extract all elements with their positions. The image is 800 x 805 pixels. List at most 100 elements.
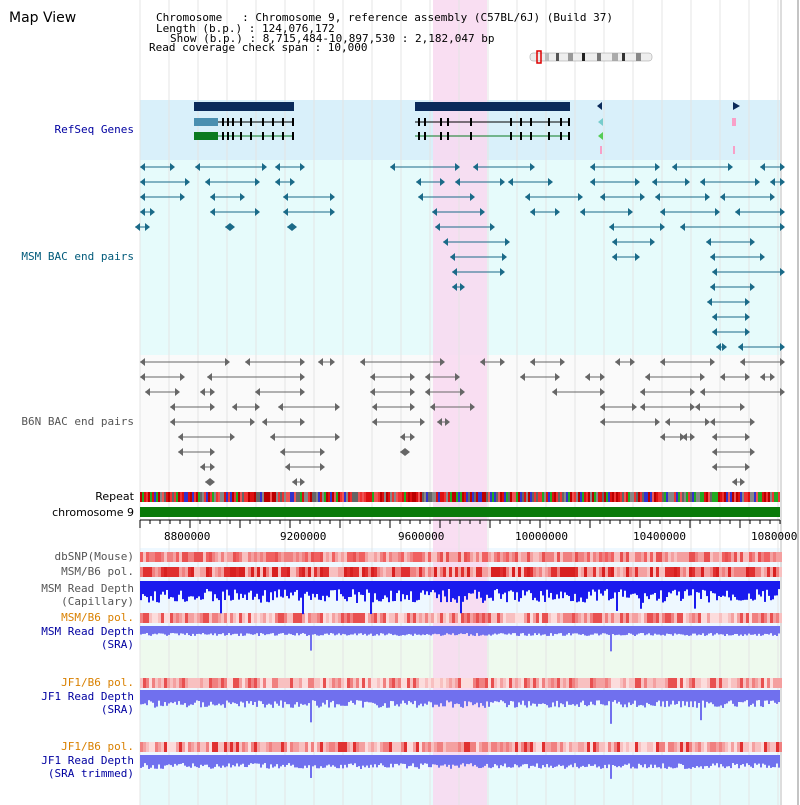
jf1-sra-depth-bar bbox=[520, 690, 522, 705]
msm-sra-depth-bar bbox=[742, 626, 744, 636]
msm-capillary-depth-bar bbox=[740, 581, 742, 601]
msm-sra-depth-bar bbox=[478, 626, 480, 636]
jf1-sra-depth-bar bbox=[516, 690, 518, 708]
msm-sra-depth-bar bbox=[168, 626, 170, 635]
jf1-trimmed-depth-bar bbox=[470, 755, 472, 764]
msm-bac-pair-end bbox=[490, 223, 495, 231]
msm-capillary-depth-bar bbox=[368, 581, 370, 593]
jf1-sra-depth-bar bbox=[390, 690, 392, 702]
msm-capillary-depth-bar bbox=[736, 581, 738, 600]
msm-capillary-depth-bar bbox=[568, 581, 570, 597]
jf1-sra-depth-bar bbox=[404, 690, 406, 704]
jf1-pol2-cell bbox=[476, 742, 479, 752]
msm-pol-cell bbox=[692, 567, 695, 577]
jf1-sra-depth-bar bbox=[372, 690, 374, 703]
jf1-sra-depth-bar bbox=[172, 690, 174, 704]
dbsnp-cell bbox=[608, 552, 611, 562]
msm-bac-pair-end bbox=[720, 193, 725, 201]
jf1-pol2-cell bbox=[572, 742, 575, 752]
repeat-element bbox=[700, 492, 702, 502]
repeat-element bbox=[376, 492, 378, 502]
msm-pol-cell bbox=[176, 567, 179, 577]
repeat-element bbox=[482, 492, 484, 502]
msm-sra-depth-bar bbox=[444, 626, 446, 635]
jf1-trimmed-depth-bar bbox=[738, 755, 740, 769]
msm-sra-depth-bar bbox=[166, 626, 168, 636]
jf1-trimmed-depth-bar bbox=[564, 755, 566, 769]
gene-exon bbox=[560, 118, 562, 126]
jf1-pol-cell bbox=[695, 678, 698, 688]
jf1-sra-depth-bar bbox=[378, 690, 380, 708]
track-label-refseq[interactable]: RefSeq Genes bbox=[54, 123, 134, 136]
repeat-element bbox=[530, 492, 532, 502]
msm-capillary-depth-bar bbox=[504, 581, 506, 593]
dbsnp-cell bbox=[260, 552, 263, 562]
jf1-sra-depth-bar bbox=[600, 690, 602, 705]
msm-pol-cell bbox=[674, 567, 677, 577]
msm-sra-depth-bar bbox=[580, 626, 582, 635]
msm-sra-depth-bar bbox=[562, 626, 564, 636]
jf1-pol-cell bbox=[542, 678, 545, 688]
msm-capillary-depth-bar bbox=[360, 581, 362, 595]
msm-sra-depth-bar bbox=[472, 626, 474, 636]
axis-tick-label: 9600000 bbox=[398, 530, 444, 543]
repeat-element bbox=[248, 492, 250, 502]
jf1-pol-cell bbox=[266, 678, 269, 688]
repeat-element bbox=[404, 492, 406, 502]
dbsnp-cell bbox=[344, 552, 347, 562]
repeat-element bbox=[436, 492, 438, 502]
msm-pol-cell bbox=[185, 567, 188, 577]
jf1-trimmed-depth-bar bbox=[298, 755, 300, 769]
jf1-pol2-cell bbox=[641, 742, 644, 752]
jf1-pol2-cell bbox=[272, 742, 275, 752]
b6n-bac-pair-end bbox=[632, 403, 637, 411]
jf1-pol-cell bbox=[260, 678, 263, 688]
msm-sra-depth-bar bbox=[776, 626, 778, 636]
msm-bac-pair-end bbox=[508, 178, 513, 186]
track-label-msm-bac[interactable]: MSM BAC end pairs bbox=[21, 250, 134, 263]
jf1-pol2-cell bbox=[209, 742, 212, 752]
msm-capillary-depth-bar bbox=[238, 581, 240, 600]
jf1-sra-depth-bar bbox=[576, 690, 578, 705]
jf1-trimmed-depth-bar bbox=[258, 755, 260, 764]
track-label-b6n-bac[interactable]: B6N BAC end pairs bbox=[21, 415, 134, 428]
dbsnp-cell bbox=[653, 552, 656, 562]
jf1-sra-depth-bar bbox=[486, 690, 488, 702]
jf1-sra-depth-bar bbox=[158, 690, 160, 701]
jf1-trimmed-depth-bar bbox=[380, 755, 382, 764]
msm-sra-depth-bar bbox=[194, 626, 196, 636]
repeat-element bbox=[344, 492, 346, 502]
jf1-sra-depth-bar bbox=[352, 690, 354, 703]
repeat-element bbox=[408, 492, 410, 502]
jf1-sra-depth-bar bbox=[684, 690, 686, 706]
jf1-sra-depth-bar bbox=[230, 690, 232, 705]
b6n-bac-pair-end bbox=[665, 418, 670, 426]
msm-sra-depth-bar bbox=[204, 626, 206, 635]
jf1-pol2-cell bbox=[584, 742, 587, 752]
jf1-trimmed-depth-bar bbox=[526, 755, 528, 765]
dbsnp-cell bbox=[395, 552, 398, 562]
jf1-trimmed-depth-bar bbox=[674, 755, 676, 769]
jf1-sra-depth-bar bbox=[598, 690, 600, 701]
msm-pol2-cell bbox=[152, 613, 155, 623]
msm-capillary-depth-bar bbox=[478, 581, 480, 592]
repeat-element bbox=[180, 492, 182, 502]
dbsnp-cell bbox=[194, 552, 197, 562]
jf1-sra-depth-bar bbox=[206, 690, 208, 707]
jf1-trimmed-depth-bar bbox=[520, 755, 522, 767]
jf1-sra-depth-bar bbox=[468, 690, 470, 702]
dbsnp-cell bbox=[539, 552, 542, 562]
jf1-sra-depth-bar bbox=[408, 690, 410, 701]
jf1-sra-depth-bar bbox=[414, 690, 416, 701]
jf1-trimmed-depth-bar bbox=[234, 755, 236, 767]
repeat-element bbox=[516, 492, 518, 502]
jf1-sra-depth-bar bbox=[310, 690, 312, 723]
msm-pol-cell bbox=[629, 567, 632, 577]
jf1-sra-depth-bar bbox=[266, 690, 268, 705]
dbsnp-cell bbox=[596, 552, 599, 562]
repeat-element bbox=[638, 492, 640, 502]
msm-pol2-cell bbox=[560, 613, 563, 623]
jf1-pol-cell bbox=[773, 678, 776, 688]
msm-capillary-depth-bar bbox=[288, 581, 290, 599]
jf1-sra-depth-bar bbox=[174, 690, 176, 702]
